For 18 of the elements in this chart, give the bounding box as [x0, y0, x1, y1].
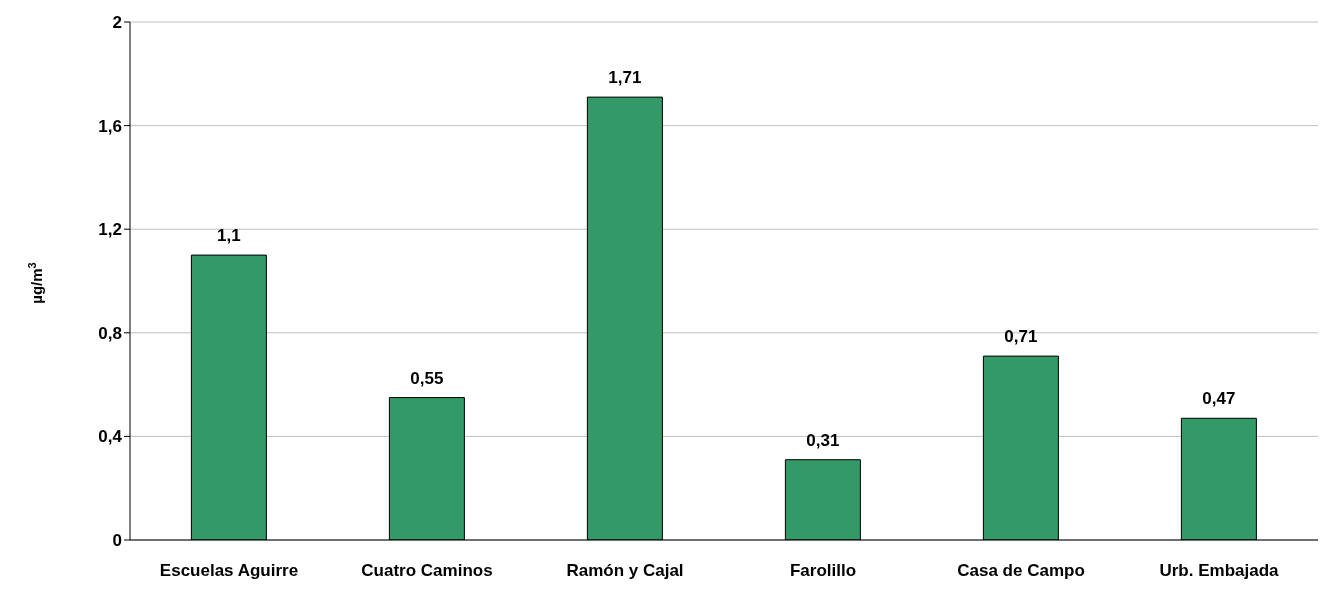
y-tick-label: 0,8 [98, 323, 122, 343]
x-tick-label: Cuatro Caminos [361, 561, 493, 581]
x-tick-label: Urb. Embajada [1159, 561, 1280, 581]
y-tick-label: 0 [112, 531, 122, 551]
y-tick-label: 2 [112, 13, 122, 33]
x-tick-label: Ramón y Cajal [566, 561, 684, 581]
data-label: 0,31 [806, 430, 840, 450]
data-label: 0,47 [1202, 389, 1236, 409]
data-label: 0,71 [1004, 327, 1038, 347]
data-label: 1,71 [608, 68, 642, 88]
data-label: 0,55 [410, 368, 444, 388]
x-tick-label: Escuelas Aguirre [159, 561, 299, 581]
y-tick-label: 0,4 [98, 427, 123, 447]
x-tick-label: Casa de Campo [957, 561, 1085, 581]
data-label: 1,1 [217, 226, 241, 246]
y-tick-label: 1,2 [98, 220, 122, 240]
x-tick-label: Farolillo [789, 561, 857, 581]
y-tick-label: 1,6 [98, 116, 122, 136]
